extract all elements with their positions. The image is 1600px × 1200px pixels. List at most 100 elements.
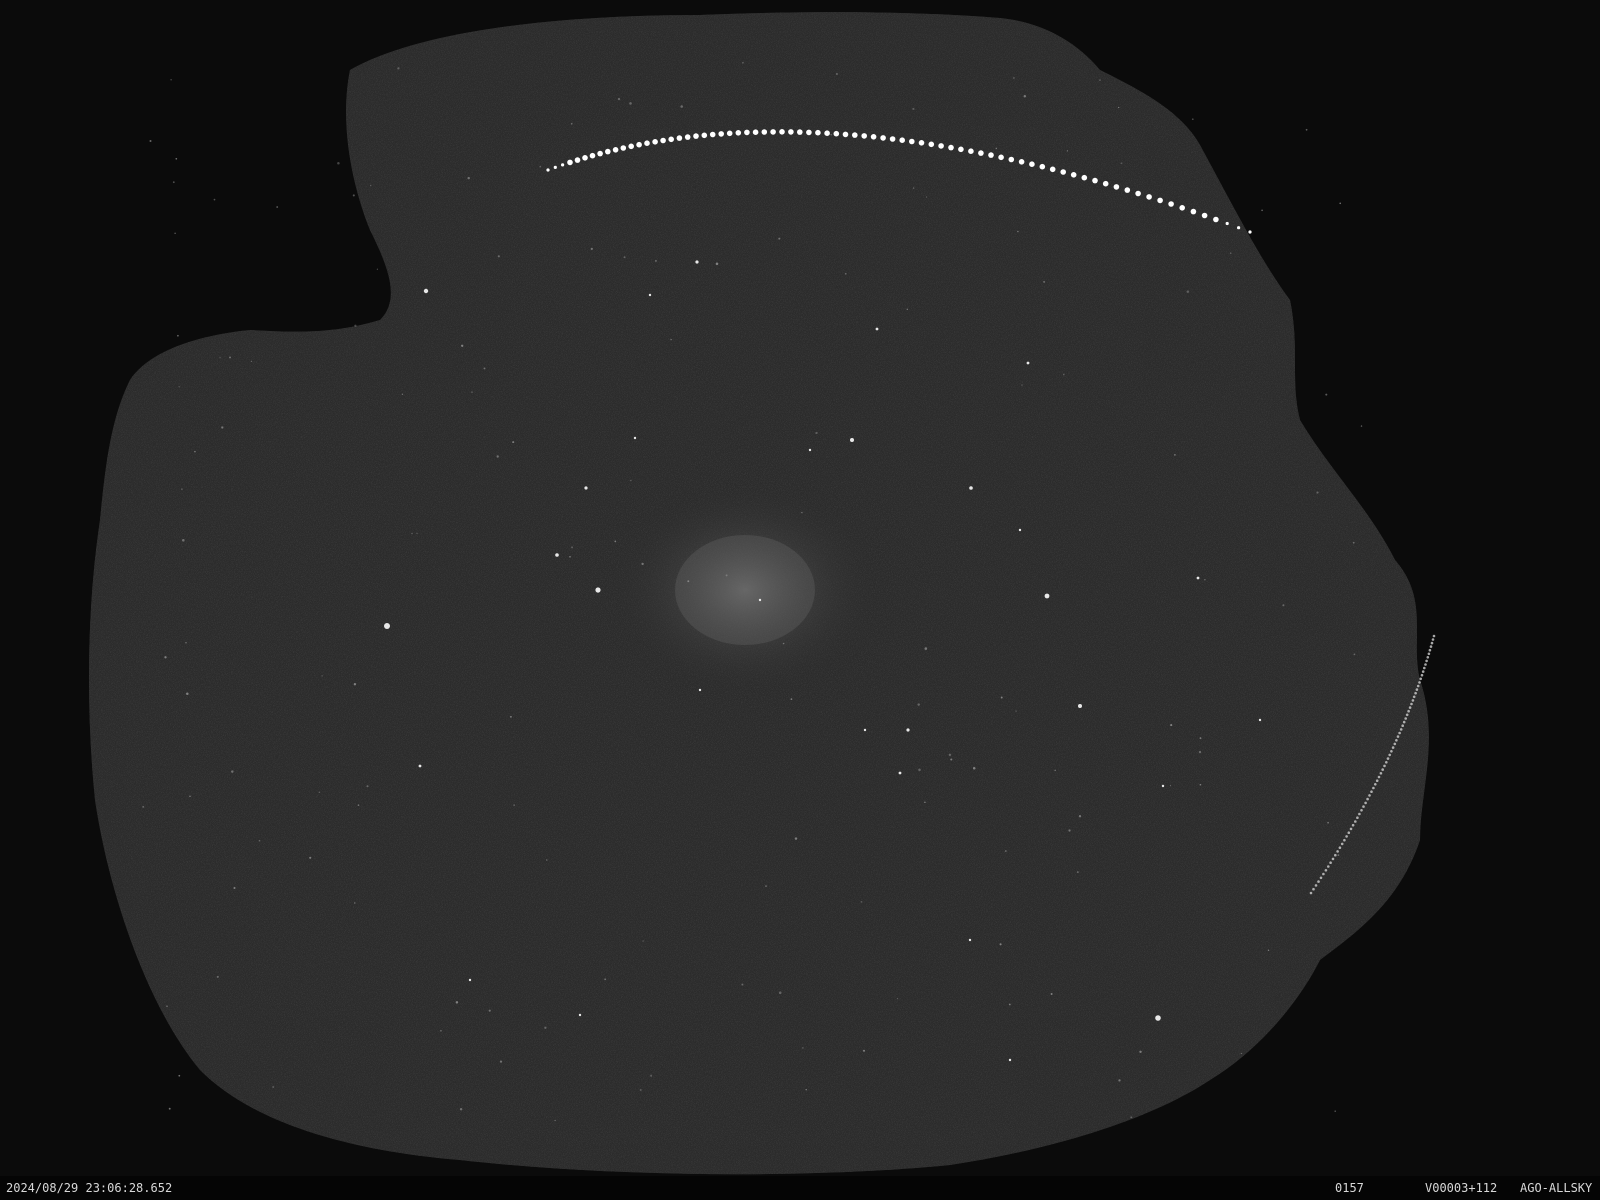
star (1161, 784, 1165, 788)
trail-dot (1370, 790, 1373, 793)
trail-dot (968, 148, 974, 154)
faint-star (790, 698, 793, 700)
station-name-label: AGO-ALLSKY (1520, 1181, 1593, 1195)
trail-dot (636, 141, 642, 148)
faint-star (654, 259, 657, 262)
faint-star (1240, 1052, 1243, 1055)
faint-star (142, 806, 145, 808)
trail-dot (1008, 156, 1015, 163)
faint-star (1337, 854, 1340, 856)
star (758, 598, 762, 602)
faint-star (231, 770, 234, 773)
faint-star (401, 393, 404, 395)
faint-star (1017, 230, 1019, 233)
faint-star (168, 1107, 171, 1110)
trail-dot (1420, 673, 1424, 677)
faint-star (181, 488, 183, 491)
faint-star (641, 562, 644, 566)
trail-dot (1248, 230, 1252, 234)
trail-dot (889, 136, 896, 142)
trail-dot (815, 129, 821, 136)
faint-star (570, 122, 573, 125)
trail-dot (899, 137, 905, 143)
faint-star (149, 139, 152, 143)
faint-star (1118, 1079, 1121, 1082)
trail-dot (752, 129, 759, 135)
trail-dot (1225, 221, 1229, 226)
trail-dot (644, 140, 650, 146)
faint-star (185, 641, 187, 644)
faint-star (189, 795, 191, 797)
faint-star (1305, 128, 1308, 131)
faint-star (461, 344, 464, 347)
faint-star (370, 184, 372, 187)
faint-star (1325, 393, 1328, 396)
faint-star (845, 273, 847, 275)
trail-dot (1386, 757, 1390, 760)
trail-dot (718, 131, 724, 137)
trail-dot (928, 141, 935, 148)
faint-star (353, 683, 357, 686)
faint-star (1118, 106, 1120, 109)
faint-star (614, 540, 617, 543)
faint-star (229, 356, 231, 359)
video-code-label: V00003+112 (1425, 1181, 1498, 1195)
trail-dot (660, 137, 666, 144)
faint-star (455, 1001, 459, 1004)
faint-star (174, 232, 176, 234)
faint-star (715, 262, 719, 266)
trail-dot (1414, 691, 1417, 695)
faint-star (233, 886, 236, 890)
faint-star (467, 176, 470, 180)
faint-star (642, 940, 644, 942)
star (584, 486, 588, 490)
faint-star (1229, 252, 1232, 254)
trail-dot (1349, 827, 1353, 831)
faint-star (1173, 453, 1176, 456)
star (1044, 593, 1050, 599)
star (418, 764, 422, 768)
trail-dot (1425, 659, 1428, 663)
trail-dot (1421, 670, 1425, 673)
faint-star (1000, 696, 1003, 699)
faint-star (488, 1009, 491, 1012)
faint-star (896, 997, 899, 1000)
trail-dot (620, 145, 627, 151)
faint-star (175, 157, 178, 160)
trail-dot (1419, 677, 1422, 681)
faint-star (178, 386, 180, 388)
faint-star (1013, 77, 1015, 79)
faint-star (1198, 750, 1202, 754)
trail-dot (918, 140, 925, 146)
faint-star (354, 324, 357, 327)
faint-star (194, 450, 196, 453)
faint-star (272, 1086, 275, 1088)
trail-dot (1377, 775, 1381, 779)
faint-star (539, 165, 542, 168)
faint-star (862, 1049, 866, 1052)
satellite-trail-right (1309, 634, 1436, 895)
faint-star (650, 1074, 653, 1077)
star (969, 486, 973, 490)
faint-star (778, 237, 781, 240)
trail-dot (1319, 876, 1323, 880)
trail-dot (1410, 702, 1413, 706)
faint-star (1204, 578, 1206, 581)
trail-dot (1102, 180, 1109, 187)
trail-dot (567, 159, 573, 166)
trail-dot (870, 134, 877, 140)
trail-dot (806, 129, 812, 136)
faint-star (912, 107, 915, 110)
star (578, 1013, 582, 1017)
trail-dot (1213, 216, 1219, 223)
frame-number-label: 0157 (1335, 1181, 1364, 1195)
faint-star (164, 656, 167, 659)
faint-star (1068, 829, 1071, 832)
faint-star (630, 479, 632, 482)
star (384, 623, 390, 629)
faint-star (617, 97, 621, 101)
trail-dot (1415, 688, 1419, 691)
trail-dot (842, 131, 849, 138)
trail-dot (1168, 201, 1174, 207)
star (595, 587, 601, 593)
